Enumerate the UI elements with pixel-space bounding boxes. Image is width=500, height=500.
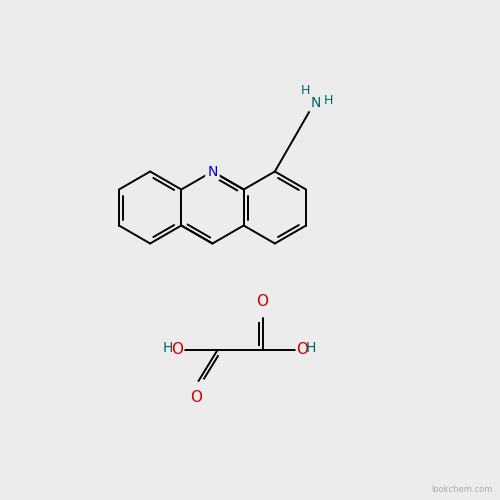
Text: N: N [208, 164, 218, 178]
Text: lookchem.com: lookchem.com [431, 485, 492, 494]
Text: H: H [306, 340, 316, 354]
Text: H: H [300, 84, 310, 96]
Text: N: N [310, 96, 320, 110]
Text: H: H [162, 340, 172, 354]
Text: O: O [172, 342, 183, 357]
Text: O: O [190, 390, 202, 405]
Text: O: O [296, 342, 308, 357]
Text: O: O [256, 294, 268, 308]
Text: H: H [324, 94, 334, 107]
